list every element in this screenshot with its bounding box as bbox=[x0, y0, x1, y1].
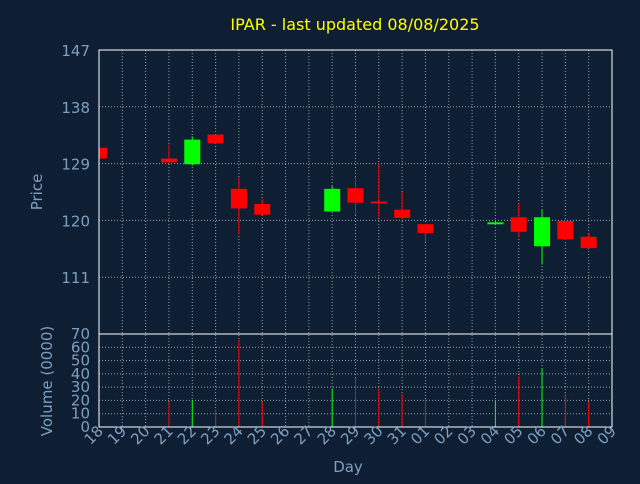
candle-body bbox=[417, 224, 434, 234]
day-tick-label: 22 bbox=[174, 422, 200, 448]
candle-body bbox=[557, 221, 574, 240]
volume-tick-label: 40 bbox=[71, 365, 90, 383]
price-tick-label: 120 bbox=[61, 212, 90, 230]
day-tick-label: 21 bbox=[151, 422, 177, 448]
volume-tick-label: 60 bbox=[71, 338, 90, 356]
day-tick-label: 27 bbox=[290, 422, 316, 448]
day-tick-label: 08 bbox=[570, 422, 596, 448]
candle-body bbox=[370, 201, 387, 204]
day-tick-label: 01 bbox=[407, 422, 433, 448]
price-tick-label: 111 bbox=[61, 269, 90, 287]
day-tick-label: 03 bbox=[454, 422, 480, 448]
candle-body bbox=[324, 188, 341, 212]
day-tick-label: 19 bbox=[104, 422, 130, 448]
volume-tick-label: 50 bbox=[71, 352, 90, 370]
candle-body bbox=[487, 222, 504, 225]
day-tick-label: 20 bbox=[127, 422, 153, 448]
candle-body bbox=[230, 188, 247, 209]
day-tick-label: 31 bbox=[384, 422, 410, 448]
day-tick-label: 28 bbox=[314, 422, 340, 448]
day-tick-label: 04 bbox=[477, 422, 503, 448]
candle-body bbox=[347, 188, 364, 203]
day-tick-label: 26 bbox=[267, 422, 293, 448]
candle-body bbox=[534, 217, 551, 247]
day-axis-label: Day bbox=[333, 458, 363, 476]
day-tick-label: 02 bbox=[430, 422, 456, 448]
day-tick-label: 24 bbox=[221, 422, 247, 448]
volume-tick-label: 0 bbox=[80, 418, 90, 436]
volume-tick-label: 70 bbox=[71, 325, 90, 343]
volume-tick-label: 10 bbox=[71, 405, 90, 423]
volume-tick-label: 30 bbox=[71, 378, 90, 396]
chart-title: IPAR - last updated 08/08/2025 bbox=[230, 15, 479, 34]
day-tick-label: 30 bbox=[360, 422, 386, 448]
day-tick-label: 05 bbox=[500, 422, 526, 448]
day-tick-label: 23 bbox=[197, 422, 223, 448]
price-axis-label: Price bbox=[28, 174, 46, 211]
candle-body bbox=[99, 147, 107, 159]
day-tick-label: 25 bbox=[244, 422, 270, 448]
price-tick-label: 129 bbox=[61, 156, 90, 174]
day-tick-label: 06 bbox=[524, 422, 550, 448]
volume-tick-label: 20 bbox=[71, 391, 90, 409]
volume-panel-frame bbox=[98, 333, 613, 428]
marks-layer bbox=[99, 134, 597, 427]
candles-group bbox=[99, 134, 597, 265]
day-tick-label: 09 bbox=[594, 422, 620, 448]
day-tick-label: 29 bbox=[337, 422, 363, 448]
day-tick-label: 07 bbox=[547, 422, 573, 448]
candle-body bbox=[510, 217, 527, 232]
candle-body bbox=[207, 134, 224, 144]
candle-body bbox=[394, 209, 411, 218]
candle-body bbox=[254, 203, 271, 215]
price-tick-label: 147 bbox=[61, 42, 90, 60]
candle-body bbox=[184, 139, 201, 165]
candle-body bbox=[580, 236, 597, 249]
volume-axis-label: Volume (0000) bbox=[38, 326, 56, 436]
price-tick-label: 138 bbox=[61, 99, 90, 117]
candle-body bbox=[160, 158, 177, 163]
